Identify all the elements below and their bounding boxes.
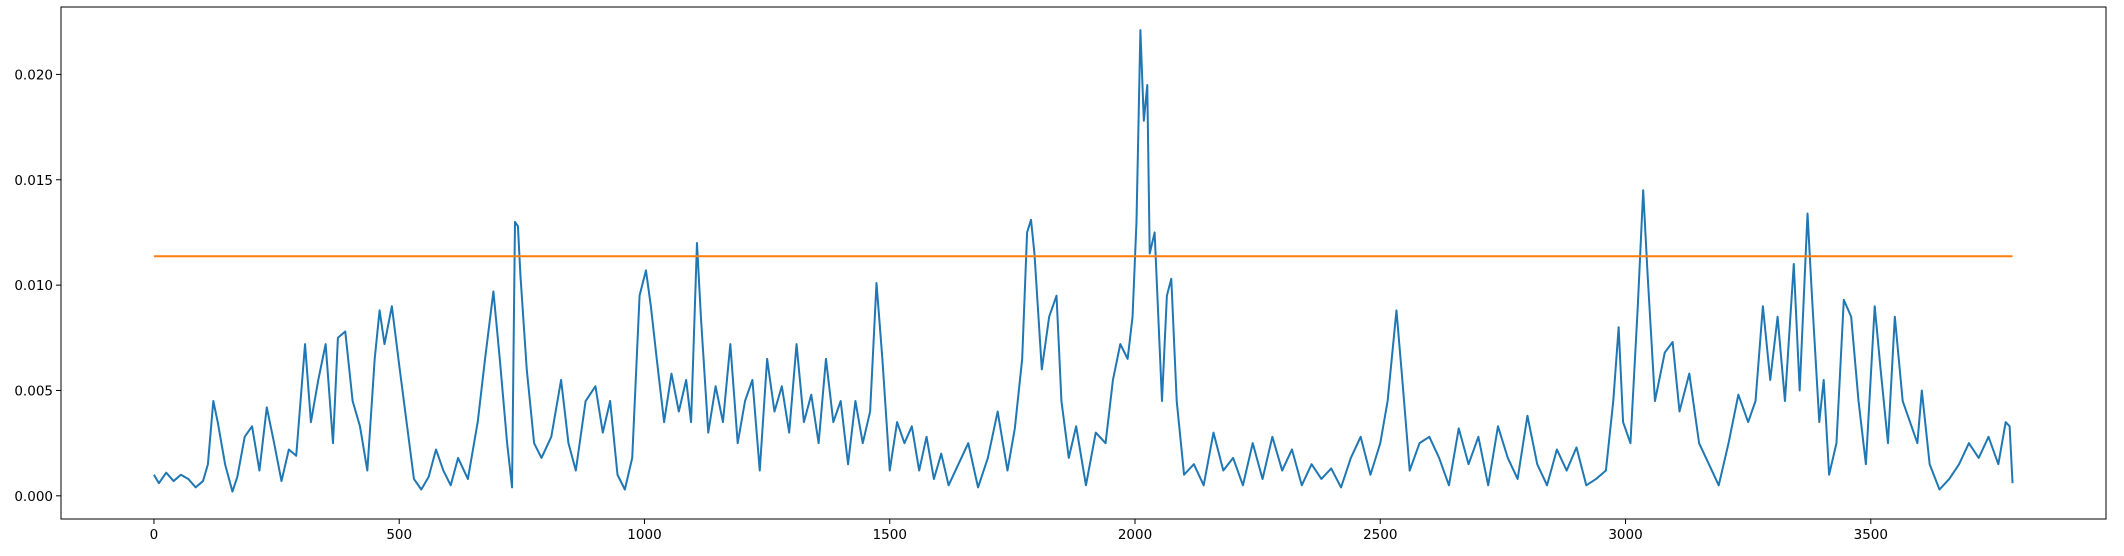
x-tick-label: 3500 <box>1854 527 1888 543</box>
x-tick-label: 2500 <box>1363 527 1397 543</box>
x-tick-label: 1500 <box>873 527 907 543</box>
x-tick-label: 2000 <box>1118 527 1152 543</box>
plot-frame <box>60 6 2107 520</box>
series-line <box>153 29 2014 493</box>
y-tick-label: 0.020 <box>14 67 53 83</box>
y-tick-label: 0.000 <box>14 489 53 505</box>
y-tick-label: 0.015 <box>14 173 53 189</box>
y-tick-label: 0.010 <box>14 278 53 294</box>
x-tick-label: 0 <box>150 527 159 543</box>
y-tick-label: 0.005 <box>14 383 53 399</box>
x-tick-label: 1000 <box>627 527 661 543</box>
x-tick-label: 3000 <box>1608 527 1642 543</box>
x-tick-label: 500 <box>386 527 412 543</box>
